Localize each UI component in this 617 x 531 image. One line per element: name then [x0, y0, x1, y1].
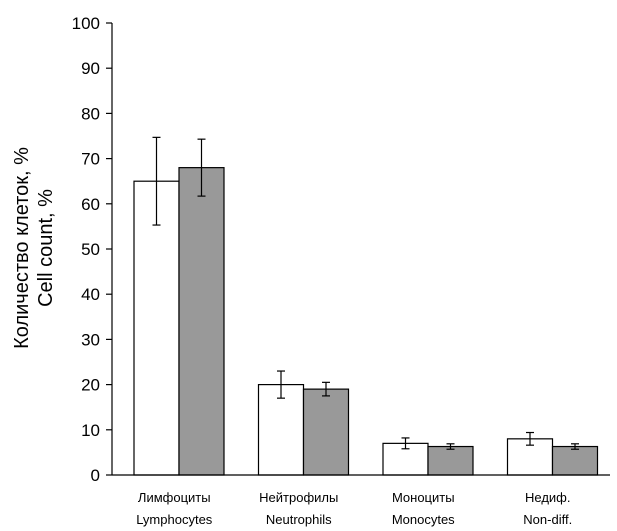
y-tick-label: 20 [81, 376, 100, 395]
x-tick-label-ru: Нейтрофилы [259, 490, 338, 505]
y-tick-label: 50 [81, 240, 100, 259]
x-axis-labels: Лимфоциты Lymphocytes Нейтрофилы Neutrophil… [136, 490, 572, 527]
y-tick-label: 30 [81, 330, 100, 349]
y-tick-label: 10 [81, 421, 100, 440]
y-tick-label: 90 [81, 59, 100, 78]
bar-2-4 [551, 445, 599, 476]
x-tick-label-ru: Лимфоциты [138, 490, 211, 505]
x-tick-label-ru: Недиф. [525, 490, 571, 505]
bar-1-1 [133, 180, 180, 476]
y-tick-label: 0 [91, 466, 100, 485]
bar-2-2 [302, 388, 350, 476]
x-tick-label-en: Non-diff. [523, 512, 572, 527]
bar-2-3 [427, 445, 474, 476]
y-tick-label: 80 [81, 104, 100, 123]
y-axis-title-en: Cell count, % [35, 189, 57, 307]
y-tick-label: 60 [81, 195, 100, 214]
y-axis-title-ru: Количество клеток, % [11, 147, 33, 349]
y-tick-label: 70 [81, 150, 100, 169]
y-tick-label: 40 [81, 285, 100, 304]
y-axis-title: Количество клеток, % Cell count, % [11, 147, 57, 349]
x-tick-label-en: Monocytes [392, 512, 455, 527]
y-tick-label: 100 [72, 14, 100, 33]
x-tick-label-en: Lymphocytes [136, 512, 213, 527]
x-tick-label-en: Neutrophils [266, 512, 332, 527]
x-tick-label-ru: Моноциты [392, 490, 455, 505]
bars [133, 136, 599, 476]
bar-2-1 [178, 167, 225, 476]
y-axis-ticks: 0 10 20 30 40 50 60 70 80 90 100 [72, 14, 112, 485]
